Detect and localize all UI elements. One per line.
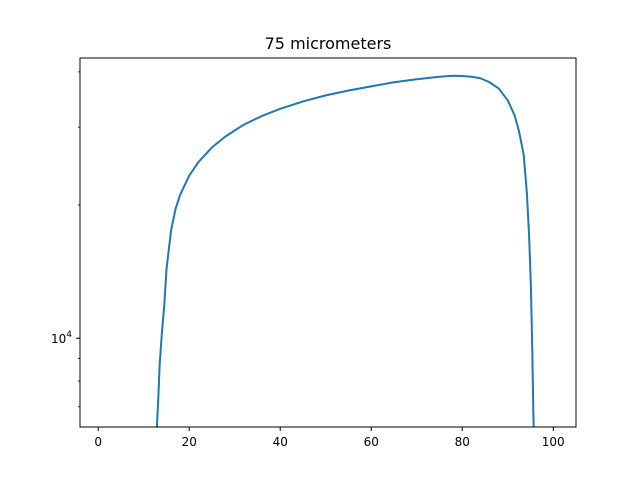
x-tick-label: 60 (364, 435, 379, 449)
x-axis-ticks: 0 20 40 60 80 100 (94, 427, 565, 449)
x-tick-label: 0 (94, 435, 102, 449)
chart-title: 75 micrometers (265, 34, 392, 53)
x-tick-label: 100 (542, 435, 565, 449)
x-tick-label: 80 (455, 435, 470, 449)
x-tick-label: 20 (182, 435, 197, 449)
plot-frame (79, 57, 577, 428)
y-axis-ticks: 104 (51, 71, 80, 408)
x-tick-label: 40 (273, 435, 288, 449)
series-layer (155, 74, 535, 428)
series-line (155, 74, 535, 428)
y-tick-label: 104 (51, 330, 72, 346)
